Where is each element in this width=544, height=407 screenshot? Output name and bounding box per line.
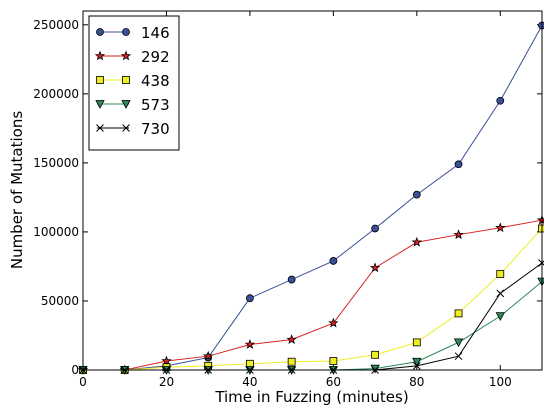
legend-label: 438 [141,72,170,90]
data-point [536,214,544,225]
data-point [454,160,463,169]
x-tick-label: 80 [409,375,424,389]
legend-label: 730 [141,120,170,138]
legend-item-438: 438 [96,72,170,90]
legend-label: 146 [141,24,170,42]
legend-label: 292 [141,48,170,66]
marker-stroke [96,124,104,132]
x-tick-label: 20 [159,375,174,389]
plot-frame [82,10,543,371]
x-tick-label: 100 [489,375,512,389]
data-point [329,257,338,265]
legend-marker [96,28,104,36]
marker-stroke [122,124,130,132]
y-tick-label: 200000 [33,87,79,101]
legend-marker [96,76,104,84]
data-point [203,350,214,361]
data-point [412,190,421,199]
data-point [453,338,464,348]
series-line-292 [83,219,543,371]
x-tick-label: 40 [242,375,257,389]
x-axis-label: Time in Fuzzing (minutes) [214,388,408,406]
legend-label: 573 [141,96,170,114]
data-point [244,339,256,349]
data-point [496,289,505,298]
axes: 0 20 40 60 80 100 0 50000 100000 150000 200000 2500… [33,11,542,389]
data-point [370,364,380,374]
data-point [411,236,422,247]
x-tick-label: 0 [79,375,87,389]
data-point [286,334,297,345]
data-point [287,275,296,284]
legend-item-146: 146 [96,24,170,42]
data-point [412,362,421,370]
series-292 [77,214,544,375]
series-line-146 [83,25,543,371]
data-point [329,357,338,365]
data-point [161,355,172,366]
legend-marker [122,76,130,84]
legend-marker [96,124,104,132]
data-point [328,317,339,328]
data-point [412,357,422,367]
y-tick-label: 50000 [41,294,79,308]
legend-marker [122,28,130,36]
legend-box [88,15,180,151]
data-point [538,224,544,233]
y-tick-label: 250000 [33,18,79,32]
data-point [538,21,544,30]
data-point [371,224,379,233]
y-tick-label: 150000 [33,156,79,170]
marker-stroke [412,362,421,370]
marker-stroke [454,352,463,361]
data-point [453,229,464,240]
data-point [495,312,505,321]
y-axis-label: Number of Mutations [8,111,26,270]
data-point [495,222,506,233]
data-point [454,309,463,318]
series-730 [79,259,544,374]
series-line-438 [83,228,543,371]
legend-marker [95,100,105,109]
x-tick-label: 60 [326,375,341,389]
data-point [454,352,463,361]
series-line-730 [83,262,543,371]
data-point [412,338,421,347]
data-point [246,294,254,303]
legend-marker [122,124,130,132]
legend-marker [94,50,106,61]
data-point [496,96,505,105]
data-point [496,270,505,278]
series-573 [78,277,544,375]
legend-item-292: 292 [94,48,170,66]
data-point [371,350,379,359]
series-438 [79,224,544,374]
y-tick-label: 100000 [33,225,79,239]
legend-item-573: 573 [95,96,170,114]
legend-marker [120,50,132,61]
legend-item-730: 730 [96,120,170,138]
y-tick-label: 0 [71,363,79,377]
legend: 146 292 438 573 730 [88,15,180,151]
data-point [369,262,381,273]
legend-marker [121,100,131,109]
series-line-573 [83,281,543,371]
data-point [287,357,296,366]
marker-stroke [496,289,505,298]
